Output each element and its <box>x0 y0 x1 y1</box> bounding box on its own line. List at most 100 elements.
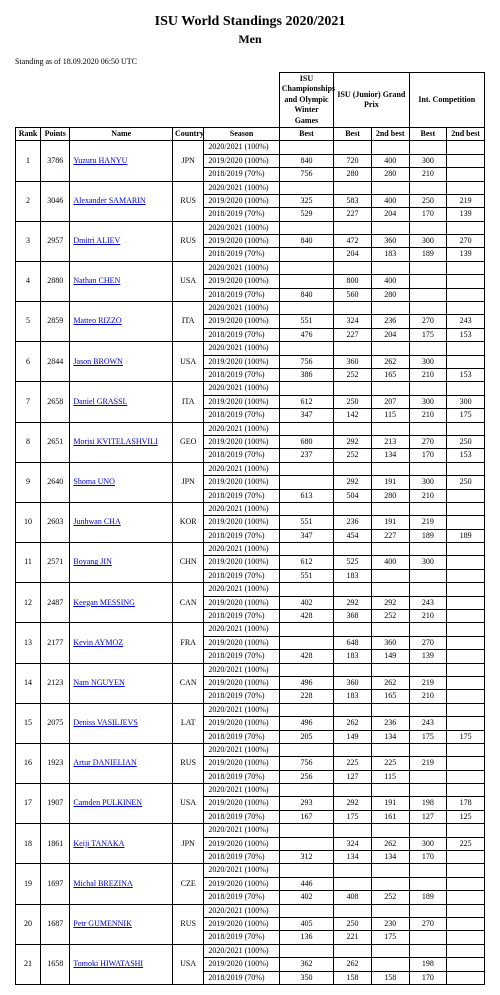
value-cell <box>409 382 447 395</box>
name-cell: Tomoki HIWATASHI <box>70 944 173 984</box>
value-cell: 227 <box>334 208 372 221</box>
points-cell: 1658 <box>41 944 70 984</box>
skater-link[interactable]: Yuzuru HANYU <box>73 156 127 165</box>
skater-link[interactable]: Dmitri ALIEV <box>73 236 120 245</box>
value-cell: 219 <box>447 194 485 207</box>
value-cell <box>447 569 485 582</box>
value-cell: 115 <box>371 409 409 422</box>
value-cell <box>447 502 485 515</box>
season-cell: 2020/2021 (100%) <box>204 703 279 716</box>
skater-link[interactable]: Nathan CHEN <box>73 276 120 285</box>
points-cell: 2571 <box>41 543 70 583</box>
value-cell: 720 <box>334 154 372 167</box>
country-cell: USA <box>172 944 203 984</box>
skater-link[interactable]: Artur DANIELIAN <box>73 758 136 767</box>
value-cell: 183 <box>334 690 372 703</box>
value-cell: 189 <box>409 248 447 261</box>
points-cell: 2957 <box>41 221 70 261</box>
value-cell <box>409 275 447 288</box>
country-cell: USA <box>172 342 203 382</box>
value-cell: 551 <box>279 569 333 582</box>
value-cell <box>447 717 485 730</box>
value-cell: 250 <box>447 435 485 448</box>
season-cell: 2018/2019 (70%) <box>204 449 279 462</box>
skater-link[interactable]: Michal BREZINA <box>73 879 132 888</box>
skater-link[interactable]: Nam NGUYEN <box>73 678 124 687</box>
value-cell: 204 <box>371 328 409 341</box>
value-cell: 198 <box>409 958 447 971</box>
name-cell: Keiji TANAKA <box>70 824 173 864</box>
skater-link[interactable]: Shoma UNO <box>73 477 115 486</box>
country-cell: JPN <box>172 462 203 502</box>
value-cell: 347 <box>279 409 333 422</box>
table-row: 132177Kevin AYMOZFRA2020/2021 (100%) <box>16 623 485 636</box>
season-cell: 2018/2019 (70%) <box>204 650 279 663</box>
value-cell: 496 <box>279 717 333 730</box>
skater-link[interactable]: Tomoki HIWATASHI <box>73 959 143 968</box>
name-cell: Nam NGUYEN <box>70 663 173 703</box>
skater-link[interactable]: Camden PULKINEN <box>73 798 142 807</box>
value-cell <box>334 743 372 756</box>
season-cell: 2018/2019 (70%) <box>204 368 279 381</box>
points-cell: 2123 <box>41 663 70 703</box>
value-cell <box>409 623 447 636</box>
value-cell <box>409 864 447 877</box>
skater-link[interactable]: Keegan MESSING <box>73 598 135 607</box>
name-cell: Kevin AYMOZ <box>70 623 173 663</box>
value-cell <box>447 931 485 944</box>
rank-cell: 4 <box>16 261 41 301</box>
value-cell: 270 <box>447 235 485 248</box>
value-cell: 648 <box>334 636 372 649</box>
value-cell <box>371 743 409 756</box>
skater-link[interactable]: Junhwan CHA <box>73 517 120 526</box>
value-cell <box>371 462 409 475</box>
value-cell: 280 <box>371 288 409 301</box>
value-cell <box>447 543 485 556</box>
value-cell: 228 <box>279 690 333 703</box>
value-cell <box>409 221 447 234</box>
value-cell <box>279 462 333 475</box>
season-cell: 2018/2019 (70%) <box>204 690 279 703</box>
skater-link[interactable]: Kevin AYMOZ <box>73 638 123 647</box>
value-cell <box>279 221 333 234</box>
skater-link[interactable]: Matteo RIZZO <box>73 316 121 325</box>
skater-link[interactable]: Morisi KVITELASHVILI <box>73 437 157 446</box>
rank-cell: 13 <box>16 623 41 663</box>
season-cell: 2020/2021 (100%) <box>204 261 279 274</box>
value-cell <box>279 302 333 315</box>
value-cell: 134 <box>334 851 372 864</box>
value-cell: 134 <box>371 449 409 462</box>
country-cell: USA <box>172 261 203 301</box>
value-cell: 243 <box>447 315 485 328</box>
rank-cell: 12 <box>16 583 41 623</box>
value-cell <box>447 168 485 181</box>
name-cell: Alexander SAMARIN <box>70 181 173 221</box>
name-cell: Daniel GRASSL <box>70 382 173 422</box>
season-cell: 2019/2020 (100%) <box>204 556 279 569</box>
country-cell: ITA <box>172 302 203 342</box>
skater-link[interactable]: Keiji TANAKA <box>73 839 124 848</box>
table-row: 122487Keegan MESSINGCAN2020/2021 (100%) <box>16 583 485 596</box>
page-subtitle: Men <box>15 32 485 47</box>
rank-cell: 5 <box>16 302 41 342</box>
value-cell <box>371 703 409 716</box>
skater-link[interactable]: Daniel GRASSL <box>73 397 127 406</box>
value-cell: 170 <box>409 208 447 221</box>
skater-link[interactable]: Alexander SAMARIN <box>73 196 145 205</box>
skater-link[interactable]: Petr GUMENNIK <box>73 919 131 928</box>
value-cell <box>409 181 447 194</box>
value-cell <box>447 141 485 154</box>
value-cell: 225 <box>447 837 485 850</box>
season-cell: 2019/2020 (100%) <box>204 757 279 770</box>
value-cell <box>409 543 447 556</box>
skater-link[interactable]: Deniss VASILJEVS <box>73 718 137 727</box>
skater-link[interactable]: Jason BROWN <box>73 357 123 366</box>
points-cell: 2651 <box>41 422 70 462</box>
value-cell <box>334 181 372 194</box>
value-cell: 227 <box>371 529 409 542</box>
value-cell: 153 <box>447 368 485 381</box>
season-cell: 2019/2020 (100%) <box>204 355 279 368</box>
rank-cell: 11 <box>16 543 41 583</box>
skater-link[interactable]: Boyang JIN <box>73 557 111 566</box>
season-cell: 2019/2020 (100%) <box>204 395 279 408</box>
